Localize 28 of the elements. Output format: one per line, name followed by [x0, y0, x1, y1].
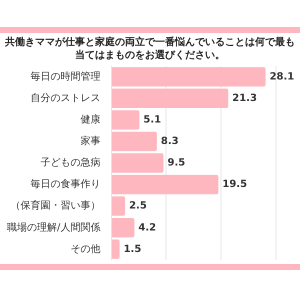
- y-tick-label: 子どもの急病: [40, 156, 100, 169]
- y-tick-label: 家事: [80, 135, 100, 148]
- bar: [112, 240, 120, 259]
- data-label: 4.2: [138, 222, 156, 234]
- y-tick-label: その他: [70, 242, 100, 255]
- data-label: 2.5: [129, 200, 147, 212]
- y-tick-label: 毎日の食事作り: [30, 178, 100, 190]
- data-label: 21.3: [232, 92, 257, 104]
- data-label: 19.5: [222, 179, 248, 190]
- data-label: 1.5: [124, 244, 142, 255]
- bar: [112, 88, 228, 108]
- y-tick-label: 自分のストレス: [30, 92, 100, 104]
- data-label: 28.1: [270, 71, 294, 82]
- data-label: 5.1: [143, 114, 162, 126]
- bar: [112, 110, 140, 130]
- chart-title: 共働きママが仕事と家庭の両立で一番悩んでいることは何で最も当てはまものをお選びください。: [4, 36, 296, 62]
- bar: [112, 174, 218, 194]
- bar: [112, 218, 134, 238]
- bar: [112, 132, 157, 152]
- y-tick-label: （保育園・習い事）: [10, 200, 100, 212]
- bar: [112, 67, 266, 86]
- data-label: 9.5: [168, 158, 186, 169]
- y-tick-label: 健康: [80, 113, 100, 126]
- y-tick-label: 毎日の時間管理: [30, 70, 100, 82]
- y-tick-label: 職場の理解/人間関係: [6, 221, 100, 234]
- bar: [112, 153, 164, 173]
- data-label: 8.3: [160, 136, 179, 148]
- bar: [112, 196, 126, 216]
